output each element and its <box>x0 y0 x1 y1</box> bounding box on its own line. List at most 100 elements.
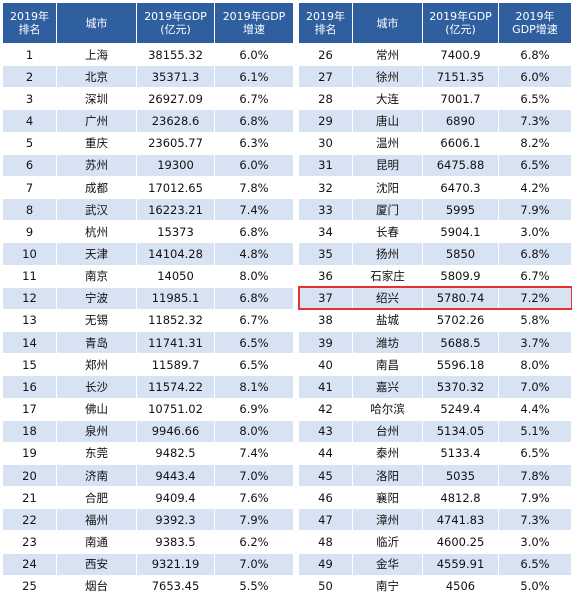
rank-cell: 24 <box>2 552 57 576</box>
table-row: 33 厦门 5995 7.9% <box>298 198 572 222</box>
gdp-cell: 15373 <box>136 220 215 244</box>
growth-cell: 3.7% <box>498 331 572 355</box>
city-cell: 温州 <box>352 131 423 155</box>
table-row: 29 唐山 6890 7.3% <box>298 109 572 133</box>
city-cell: 济南 <box>56 463 137 488</box>
table-row: 35 扬州 5850 6.8% <box>298 242 572 266</box>
rank-cell: 36 <box>298 264 353 288</box>
gdp-cell: 9321.19 <box>136 552 215 576</box>
growth-cell: 7.2% <box>498 286 572 310</box>
rank-cell: 35 <box>298 242 353 266</box>
table-row: 26 常州 7400.9 6.8% <box>298 42 572 67</box>
table-row: 32 沈阳 6470.3 4.2% <box>298 175 572 200</box>
city-cell: 烟台 <box>56 574 137 599</box>
gdp-cell: 11589.7 <box>136 353 215 377</box>
growth-cell: 6.0% <box>498 65 572 89</box>
growth-cell: 7.8% <box>214 175 294 200</box>
gdp-cell: 6475.88 <box>422 153 499 177</box>
table-row: 24 西安 9321.19 7.0% <box>2 552 294 576</box>
growth-cell: 4.8% <box>214 242 294 266</box>
city-cell: 洛阳 <box>352 463 423 488</box>
table-row: 49 金华 4559.91 6.5% <box>298 552 572 576</box>
rank-cell: 26 <box>298 42 353 67</box>
gdp-cell: 5688.5 <box>422 331 499 355</box>
rank-cell: 30 <box>298 131 353 155</box>
gdp-table-left: 2019年 排名 城市 2019年GDP (亿元) 2019年GDP 增速 1 上海 38… <box>2 2 294 599</box>
growth-cell: 7.0% <box>214 463 294 488</box>
city-cell: 成都 <box>56 175 137 200</box>
gdp-cell: 4812.8 <box>422 486 499 510</box>
rank-cell: 11 <box>2 264 57 288</box>
gdp-cell: 11574.22 <box>136 375 215 399</box>
gdp-cell: 38155.32 <box>136 42 215 67</box>
gdp-cell: 5596.18 <box>422 353 499 377</box>
gdp-cell: 23628.6 <box>136 109 215 133</box>
table-row: 1 上海 38155.32 6.0% <box>2 42 294 67</box>
city-cell: 南通 <box>56 530 137 554</box>
growth-cell: 7.8% <box>498 463 572 488</box>
table-row: 48 临沂 4600.25 3.0% <box>298 530 572 554</box>
rank-cell: 33 <box>298 198 353 222</box>
rank-cell: 48 <box>298 530 353 554</box>
rank-cell: 13 <box>2 308 57 333</box>
rank-cell: 40 <box>298 353 353 377</box>
rank-cell: 45 <box>298 463 353 488</box>
growth-cell: 7.0% <box>498 375 572 399</box>
growth-cell: 6.8% <box>214 286 294 310</box>
gdp-cell: 5370.32 <box>422 375 499 399</box>
rank-cell: 38 <box>298 308 353 333</box>
growth-cell: 5.0% <box>498 574 572 599</box>
rank-cell: 41 <box>298 375 353 399</box>
table-row: 50 南宁 4506 5.0% <box>298 574 572 599</box>
city-cell: 武汉 <box>56 198 137 222</box>
table-row: 3 深圳 26927.09 6.7% <box>2 87 294 111</box>
growth-cell: 8.0% <box>498 353 572 377</box>
city-cell: 南京 <box>56 264 137 288</box>
growth-cell: 8.2% <box>498 131 572 155</box>
header-gdp: 2019年GDP (亿元) <box>136 2 215 44</box>
gdp-cell: 9443.4 <box>136 463 215 488</box>
growth-cell: 6.5% <box>498 87 572 111</box>
city-cell: 合肥 <box>56 486 137 510</box>
table-row: 11 南京 14050 8.0% <box>2 264 294 288</box>
growth-cell: 5.8% <box>498 308 572 333</box>
city-cell: 重庆 <box>56 131 137 155</box>
rank-cell: 1 <box>2 42 57 67</box>
table-row: 46 襄阳 4812.8 7.9% <box>298 486 572 510</box>
table-row: 45 洛阳 5035 7.8% <box>298 463 572 488</box>
gdp-cell: 5850 <box>422 242 499 266</box>
city-cell: 大连 <box>352 87 423 111</box>
gdp-cell: 17012.65 <box>136 175 215 200</box>
gdp-cell: 6890 <box>422 109 499 133</box>
rank-cell: 9 <box>2 220 57 244</box>
table-row: 36 石家庄 5809.9 6.7% <box>298 264 572 288</box>
rank-cell: 25 <box>2 574 57 599</box>
city-cell: 石家庄 <box>352 264 423 288</box>
city-cell: 长沙 <box>56 375 137 399</box>
rank-cell: 3 <box>2 87 57 111</box>
growth-cell: 7.9% <box>498 198 572 222</box>
rank-cell: 32 <box>298 175 353 200</box>
growth-cell: 7.9% <box>214 508 294 532</box>
rank-cell: 43 <box>298 419 353 443</box>
table-row: 13 无锡 11852.32 6.7% <box>2 308 294 333</box>
rank-cell: 17 <box>2 397 57 421</box>
gdp-cell: 7001.7 <box>422 87 499 111</box>
growth-cell: 6.9% <box>214 397 294 421</box>
rank-cell: 5 <box>2 131 57 155</box>
growth-cell: 7.6% <box>214 486 294 510</box>
rank-cell: 49 <box>298 552 353 576</box>
rank-cell: 22 <box>2 508 57 532</box>
rank-cell: 50 <box>298 574 353 599</box>
gdp-cell: 7400.9 <box>422 42 499 67</box>
gdp-cell: 10751.02 <box>136 397 215 421</box>
growth-cell: 6.3% <box>214 131 294 155</box>
growth-cell: 8.0% <box>214 419 294 443</box>
city-cell: 昆明 <box>352 153 423 177</box>
table-row: 38 盐城 5702.26 5.8% <box>298 308 572 333</box>
city-cell: 北京 <box>56 65 137 89</box>
growth-cell: 6.2% <box>214 530 294 554</box>
rank-cell: 2 <box>2 65 57 89</box>
